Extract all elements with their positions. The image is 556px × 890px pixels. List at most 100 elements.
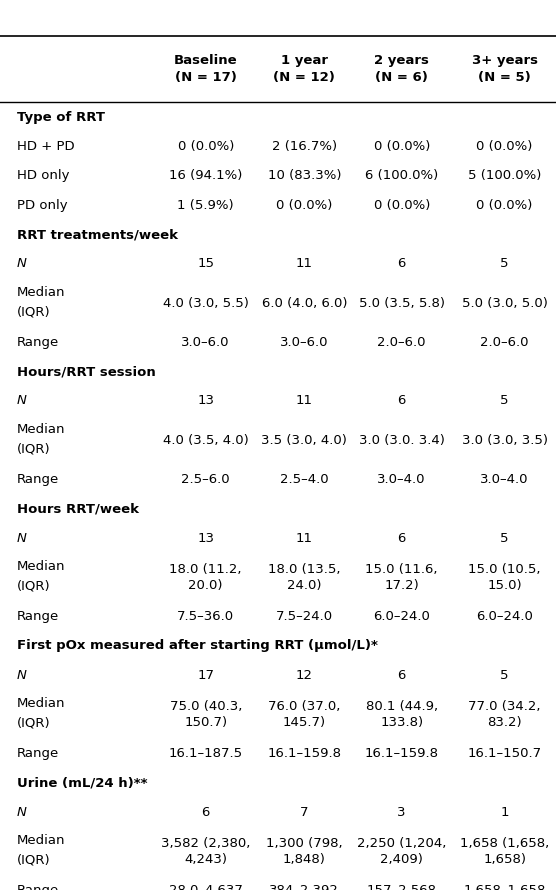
Text: (IQR): (IQR) xyxy=(17,716,50,730)
Text: 2 (16.7%): 2 (16.7%) xyxy=(272,140,337,153)
Text: 7: 7 xyxy=(300,805,309,819)
Text: 13: 13 xyxy=(197,531,214,545)
Text: 13: 13 xyxy=(197,394,214,408)
Text: 5: 5 xyxy=(500,257,509,271)
Text: (IQR): (IQR) xyxy=(17,305,50,319)
Text: 5.0 (3.0, 5.0): 5.0 (3.0, 5.0) xyxy=(461,296,548,310)
Text: 2.5–6.0: 2.5–6.0 xyxy=(181,473,230,486)
Text: 11: 11 xyxy=(296,257,313,271)
Text: 1,300 (798,
1,848): 1,300 (798, 1,848) xyxy=(266,837,342,866)
Text: 16.1–187.5: 16.1–187.5 xyxy=(168,747,243,760)
Text: 6.0 (4.0, 6.0): 6.0 (4.0, 6.0) xyxy=(262,296,347,310)
Text: 384–2,392: 384–2,392 xyxy=(270,884,339,890)
Text: 2.5–4.0: 2.5–4.0 xyxy=(280,473,329,486)
Text: 11: 11 xyxy=(296,531,313,545)
Text: Median: Median xyxy=(17,834,65,847)
Text: 0 (0.0%): 0 (0.0%) xyxy=(374,140,430,153)
Text: 0 (0.0%): 0 (0.0%) xyxy=(374,198,430,212)
Text: 17: 17 xyxy=(197,668,214,682)
Text: 5: 5 xyxy=(500,394,509,408)
Text: 11: 11 xyxy=(296,394,313,408)
Text: 2.0–6.0: 2.0–6.0 xyxy=(480,336,529,349)
Text: Median: Median xyxy=(17,560,65,573)
Text: Type of RRT: Type of RRT xyxy=(17,110,105,124)
Text: Baseline
(N = 17): Baseline (N = 17) xyxy=(174,54,237,84)
Text: N: N xyxy=(17,394,27,408)
Text: 7.5–24.0: 7.5–24.0 xyxy=(276,610,333,623)
Text: (IQR): (IQR) xyxy=(17,854,50,867)
Text: 28.0–4,637: 28.0–4,637 xyxy=(169,884,242,890)
Text: 3.0–4.0: 3.0–4.0 xyxy=(378,473,426,486)
Text: 15.0 (10.5,
15.0): 15.0 (10.5, 15.0) xyxy=(468,562,541,592)
Text: 75.0 (40.3,
150.7): 75.0 (40.3, 150.7) xyxy=(170,700,242,729)
Text: 16 (94.1%): 16 (94.1%) xyxy=(169,169,242,182)
Text: 2,250 (1,204,
2,409): 2,250 (1,204, 2,409) xyxy=(357,837,446,866)
Text: 5.0 (3.5, 5.8): 5.0 (3.5, 5.8) xyxy=(359,296,445,310)
Text: 1 (5.9%): 1 (5.9%) xyxy=(177,198,234,212)
Text: 1 year
(N = 12): 1 year (N = 12) xyxy=(274,54,335,84)
Text: 5: 5 xyxy=(500,668,509,682)
Text: 6: 6 xyxy=(398,531,406,545)
Text: 3.0–4.0: 3.0–4.0 xyxy=(480,473,529,486)
Text: 6: 6 xyxy=(201,805,210,819)
Text: 1,658 (1,658,
1,658): 1,658 (1,658, 1,658) xyxy=(460,837,549,866)
Text: Urine (mL/24 h)**: Urine (mL/24 h)** xyxy=(17,776,147,789)
Text: Hours RRT/week: Hours RRT/week xyxy=(17,502,138,515)
Text: 3+ years
(N = 5): 3+ years (N = 5) xyxy=(471,54,538,84)
Text: PD only: PD only xyxy=(17,198,67,212)
Text: 0 (0.0%): 0 (0.0%) xyxy=(177,140,234,153)
Text: HD only: HD only xyxy=(17,169,69,182)
Text: 2.0–6.0: 2.0–6.0 xyxy=(378,336,426,349)
Text: 1,658–1,658: 1,658–1,658 xyxy=(463,884,546,890)
Text: 0 (0.0%): 0 (0.0%) xyxy=(276,198,332,212)
Text: 3,582 (2,380,
4,243): 3,582 (2,380, 4,243) xyxy=(161,837,250,866)
Text: 15: 15 xyxy=(197,257,214,271)
Text: 10 (83.3%): 10 (83.3%) xyxy=(267,169,341,182)
Text: 76.0 (37.0,
145.7): 76.0 (37.0, 145.7) xyxy=(268,700,341,729)
Text: 12: 12 xyxy=(296,668,313,682)
Text: 2 years
(N = 6): 2 years (N = 6) xyxy=(374,54,429,84)
Text: Median: Median xyxy=(17,697,65,710)
Text: 15.0 (11.6,
17.2): 15.0 (11.6, 17.2) xyxy=(365,562,438,592)
Text: N: N xyxy=(17,531,27,545)
Text: 5 (100.0%): 5 (100.0%) xyxy=(468,169,541,182)
Text: Range: Range xyxy=(17,610,59,623)
Text: N: N xyxy=(17,805,27,819)
Text: 1: 1 xyxy=(500,805,509,819)
Text: 6: 6 xyxy=(398,668,406,682)
Text: Range: Range xyxy=(17,473,59,486)
Text: (IQR): (IQR) xyxy=(17,579,50,593)
Text: 16.1–150.7: 16.1–150.7 xyxy=(468,747,542,760)
Text: Hours/RRT session: Hours/RRT session xyxy=(17,365,156,378)
Text: Range: Range xyxy=(17,884,59,890)
Text: 6: 6 xyxy=(398,257,406,271)
Text: 7.5–36.0: 7.5–36.0 xyxy=(177,610,234,623)
Text: HD + PD: HD + PD xyxy=(17,140,75,153)
Text: 4.0 (3.5, 4.0): 4.0 (3.5, 4.0) xyxy=(163,433,249,447)
Text: 16.1–159.8: 16.1–159.8 xyxy=(365,747,439,760)
Text: 6.0–24.0: 6.0–24.0 xyxy=(373,610,430,623)
Text: 4.0 (3.0, 5.5): 4.0 (3.0, 5.5) xyxy=(163,296,249,310)
Text: 5: 5 xyxy=(500,531,509,545)
Text: 3.0 (3.0. 3.4): 3.0 (3.0. 3.4) xyxy=(359,433,445,447)
Text: 3.0–6.0: 3.0–6.0 xyxy=(280,336,329,349)
Text: 18.0 (13.5,
24.0): 18.0 (13.5, 24.0) xyxy=(268,562,341,592)
Text: Range: Range xyxy=(17,336,59,349)
Text: 77.0 (34.2,
83.2): 77.0 (34.2, 83.2) xyxy=(468,700,541,729)
Text: 16.1–159.8: 16.1–159.8 xyxy=(267,747,341,760)
Text: 3.0–6.0: 3.0–6.0 xyxy=(181,336,230,349)
Text: 80.1 (44.9,
133.8): 80.1 (44.9, 133.8) xyxy=(366,700,438,729)
Text: 6.0–24.0: 6.0–24.0 xyxy=(476,610,533,623)
Text: Median: Median xyxy=(17,423,65,436)
Text: 0 (0.0%): 0 (0.0%) xyxy=(476,198,533,212)
Text: (IQR): (IQR) xyxy=(17,442,50,456)
Text: First pOx measured after starting RRT (μmol/L)*: First pOx measured after starting RRT (μ… xyxy=(17,639,378,652)
Text: 3.0 (3.0, 3.5): 3.0 (3.0, 3.5) xyxy=(461,433,548,447)
Text: 18.0 (11.2,
20.0): 18.0 (11.2, 20.0) xyxy=(170,562,242,592)
Text: 3.5 (3.0, 4.0): 3.5 (3.0, 4.0) xyxy=(261,433,348,447)
Text: Median: Median xyxy=(17,286,65,299)
Text: 3: 3 xyxy=(398,805,406,819)
Text: 0 (0.0%): 0 (0.0%) xyxy=(476,140,533,153)
Text: 6: 6 xyxy=(398,394,406,408)
Text: Range: Range xyxy=(17,747,59,760)
